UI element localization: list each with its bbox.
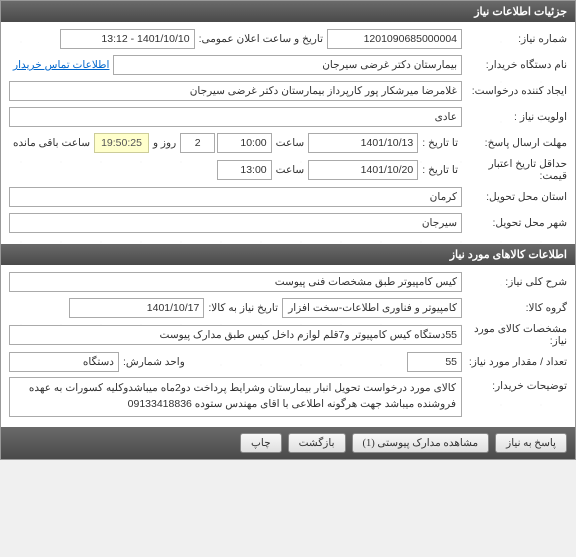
requester-value: غلامرضا میرشکار پور کارپرداز بیمارستان د… — [9, 81, 462, 101]
deadline-time: 10:00 — [217, 133, 272, 153]
qty-label: تعداد / مقدار مورد نیاز: — [462, 356, 567, 368]
need-number-label: شماره نیاز: — [462, 33, 567, 45]
goods-body: شرح کلی نیاز: کیس کامپیوتر طبق مشخصات فن… — [1, 265, 575, 427]
price-validity-time-label: ساعت — [272, 164, 309, 176]
contact-link[interactable]: اطلاعات تماس خریدار — [9, 59, 113, 71]
back-button[interactable]: بازگشت — [288, 433, 346, 453]
button-bar: پاسخ به نیاز مشاهده مدارک پیوستی (1) باز… — [1, 427, 575, 459]
price-validity-label: حداقل تاریخ اعتبار قیمت: — [462, 158, 567, 182]
deadline-days: 2 — [180, 133, 215, 153]
city-value: سیرجان — [9, 213, 462, 233]
need-date-value: 1401/10/17 — [69, 298, 204, 318]
deadline-remain-label: ساعت باقی مانده — [9, 137, 94, 149]
price-validity-date: 1401/10/20 — [308, 160, 418, 180]
print-button[interactable]: چاپ — [240, 433, 282, 453]
price-validity-time: 13:00 — [217, 160, 272, 180]
priority-value: عادی — [9, 107, 462, 127]
need-date-label: تاریخ نیاز به کالا: — [204, 302, 282, 314]
qty-value: 55 — [407, 352, 462, 372]
province-value: کرمان — [9, 187, 462, 207]
need-info-header: جزئیات اطلاعات نیاز — [1, 1, 575, 22]
specs-label: مشخصات کالای مورد نیاز: — [462, 323, 567, 347]
public-ann-value: 1401/10/10 - 13:12 — [60, 29, 195, 49]
deadline-date: 1401/10/13 — [308, 133, 418, 153]
deadline-days-label: روز و — [149, 137, 180, 149]
need-number-value: 1201090685000004 — [327, 29, 462, 49]
group-label: گروه کالا: — [462, 302, 567, 314]
deadline-todate-label: تا تاریخ : — [418, 137, 462, 149]
province-label: استان محل تحویل: — [462, 191, 567, 203]
deadline-label: مهلت ارسال پاسخ: — [462, 137, 567, 149]
buyer-notes-value: کالای مورد درخواست تحویل انبار بیمارستان… — [9, 377, 462, 417]
group-value: کامپیوتر و فناوری اطلاعات-سخت افزار — [282, 298, 462, 318]
general-desc-value: کیس کامپیوتر طبق مشخصات فنی پیوست — [9, 272, 462, 292]
requester-label: ایجاد کننده درخواست: — [462, 85, 567, 97]
need-info-body: شماره نیاز: 1201090685000004 تاریخ و ساع… — [1, 22, 575, 244]
buyer-notes-label: توضیحات خریدار: — [462, 377, 567, 392]
unit-label: واحد شمارش: — [119, 356, 189, 368]
priority-label: اولویت نیاز : — [462, 111, 567, 123]
specs-value: 55دستگاه کیس کامپیوتر و7قلم لوازم داخل ک… — [9, 325, 462, 345]
unit-value: دستگاه — [9, 352, 119, 372]
price-validity-todate-label: تا تاریخ : — [418, 164, 462, 176]
city-label: شهر محل تحویل: — [462, 217, 567, 229]
deadline-countdown: 19:50:25 — [94, 133, 149, 153]
buyer-org-label: نام دستگاه خریدار: — [462, 59, 567, 71]
goods-header: اطلاعات کالاهای مورد نیاز — [1, 244, 575, 265]
general-desc-label: شرح کلی نیاز: — [462, 276, 567, 288]
respond-button[interactable]: پاسخ به نیاز — [495, 433, 567, 453]
buyer-org-value: بیمارستان دکتر غرضی سیرجان — [113, 55, 462, 75]
public-ann-label: تاریخ و ساعت اعلان عمومی: — [195, 33, 327, 45]
view-attachments-button[interactable]: مشاهده مدارک پیوستی (1) — [352, 433, 490, 453]
deadline-time-label: ساعت — [272, 137, 309, 149]
